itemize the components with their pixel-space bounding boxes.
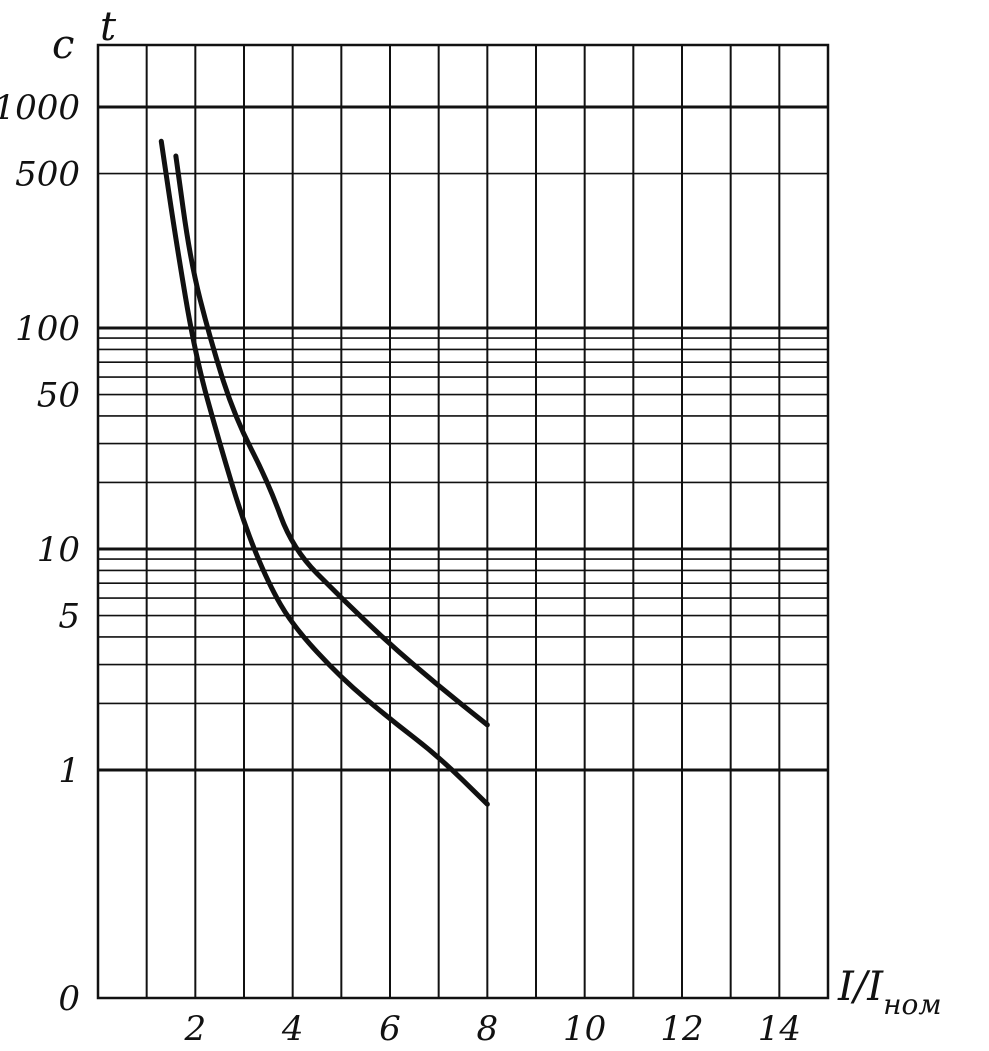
x-axis-title-main: I/I [837,964,884,1010]
y-tick-label: 1 [58,751,80,791]
x-tick-labels: 2 4 6 8 10 12 14 [184,1009,801,1049]
y-tick-label: 0 [58,979,80,1019]
x-tick-label: 2 [184,1009,207,1049]
horizontal-grid [98,105,828,772]
y-axis-symbol: t [100,4,117,50]
y-tick-label: 50 [37,376,80,416]
x-tick-label: 10 [563,1009,606,1049]
y-tick-labels: 0 1 5 10 50 100 500 1000 [0,88,80,1019]
vertical-grid [145,45,781,998]
plot-frame [96,43,830,1000]
x-axis-title-sub: ном [883,988,942,1021]
y-axis-unit-label: с [52,22,74,68]
curves [158,138,490,807]
y-tick-label: 5 [58,597,80,637]
x-tick-label: 8 [477,1009,499,1049]
y-tick-label: 500 [15,155,80,195]
x-tick-label: 12 [660,1009,703,1049]
y-tick-label: 10 [37,530,80,570]
x-tick-label: 4 [281,1009,304,1049]
x-axis-title: I/Iном [837,964,942,1021]
y-tick-label: 100 [15,309,80,349]
x-tick-label: 14 [758,1009,801,1049]
y-tick-label: 1000 [0,88,80,128]
curve-1 [158,138,490,807]
curve-2 [173,153,490,728]
x-tick-label: 6 [379,1009,401,1049]
